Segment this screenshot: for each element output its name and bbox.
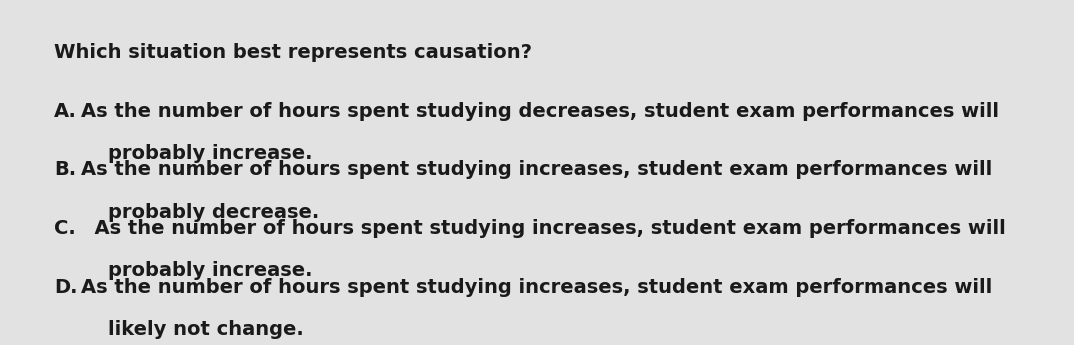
Text: A.: A.	[54, 102, 76, 121]
Text: As the number of hours spent studying decreases, student exam performances will: As the number of hours spent studying de…	[81, 102, 999, 121]
Text: probably increase.: probably increase.	[81, 262, 313, 280]
Text: B.: B.	[54, 160, 76, 179]
Text: As the number of hours spent studying increases, student exam performances will: As the number of hours spent studying in…	[81, 160, 992, 179]
Text: D.: D.	[54, 278, 77, 297]
Text: probably decrease.: probably decrease.	[81, 203, 319, 222]
Text: Which situation best represents causation?: Which situation best represents causatio…	[54, 43, 532, 62]
Text: probably increase.: probably increase.	[81, 144, 313, 163]
Text: As the number of hours spent studying increases, student exam performances will: As the number of hours spent studying in…	[81, 278, 992, 297]
Text: likely not change.: likely not change.	[81, 320, 304, 339]
Text: As the number of hours spent studying increases, student exam performances will: As the number of hours spent studying in…	[81, 219, 1005, 238]
Text: C.: C.	[54, 219, 75, 238]
